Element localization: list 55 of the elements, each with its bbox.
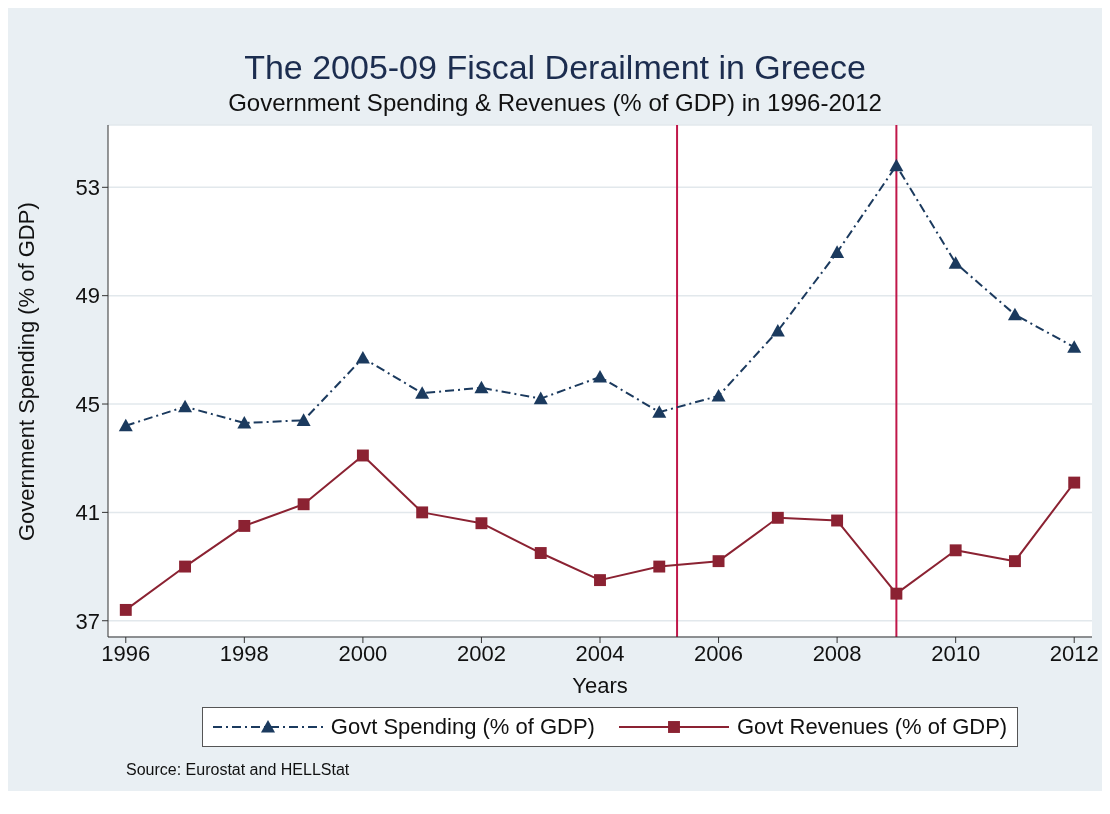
point xyxy=(830,245,845,258)
point xyxy=(594,574,606,587)
point xyxy=(1067,340,1082,353)
chart-subtitle: Government Spending & Revenues (% of GDP) in 1996-2012 xyxy=(227,89,883,117)
y-tick-label: 49 xyxy=(75,283,100,309)
point xyxy=(889,158,904,172)
y-tick-label: 37 xyxy=(75,608,100,634)
point xyxy=(949,544,962,557)
x-tick-label: 2002 xyxy=(456,640,506,666)
y-tick-label: 41 xyxy=(75,500,100,526)
point xyxy=(711,388,726,402)
point xyxy=(355,350,370,364)
chart-title: The 2005-09 Fiscal Derailment in Greece xyxy=(243,47,867,87)
point xyxy=(118,418,133,432)
point xyxy=(593,369,607,383)
y-tick-label: 53 xyxy=(75,175,100,201)
point xyxy=(831,514,844,527)
point xyxy=(533,391,548,405)
y-axis-title: Government Spending (% of GDP) xyxy=(13,202,39,541)
point xyxy=(890,587,903,600)
point xyxy=(237,415,252,429)
point xyxy=(474,380,489,394)
point xyxy=(534,547,547,559)
legend-label: Govt Spending (% of GDP) xyxy=(330,714,595,740)
point xyxy=(119,603,132,616)
x-tick-label: 2004 xyxy=(575,640,625,666)
x-tick-label: 2006 xyxy=(694,640,744,666)
x-axis-title: Years xyxy=(572,673,628,698)
point xyxy=(356,449,369,462)
point xyxy=(297,498,310,511)
x-tick-label: 2008 xyxy=(812,640,862,666)
y-tick-label: 45 xyxy=(75,391,100,417)
point xyxy=(415,386,430,399)
x-tick-label: 2000 xyxy=(338,640,388,666)
point xyxy=(1007,307,1022,321)
x-tick-label: 1998 xyxy=(219,640,269,666)
point xyxy=(770,323,785,337)
point xyxy=(653,560,666,573)
x-tick-label: 2012 xyxy=(1049,640,1099,666)
point xyxy=(179,560,192,573)
point xyxy=(1068,476,1081,489)
legend-label: Govt Revenues (% of GDP) xyxy=(736,714,1008,740)
x-tick-label: 1996 xyxy=(101,640,151,666)
point xyxy=(238,519,251,532)
point xyxy=(712,555,725,568)
source-note: Source: Eurostat and HELLStat xyxy=(126,761,351,779)
point xyxy=(178,399,193,413)
point xyxy=(416,506,429,519)
point xyxy=(652,405,667,418)
x-tick-label: 2010 xyxy=(931,640,981,666)
point xyxy=(296,413,311,426)
point xyxy=(771,511,784,524)
point xyxy=(1008,555,1021,568)
point xyxy=(948,256,963,269)
point xyxy=(475,517,488,530)
